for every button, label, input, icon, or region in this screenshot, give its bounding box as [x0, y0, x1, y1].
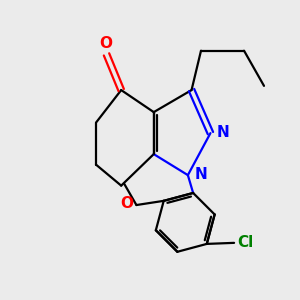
Text: N: N	[194, 167, 207, 182]
Text: O: O	[99, 36, 112, 51]
Text: O: O	[120, 196, 133, 211]
Text: Cl: Cl	[237, 236, 254, 250]
Text: N: N	[217, 124, 230, 140]
